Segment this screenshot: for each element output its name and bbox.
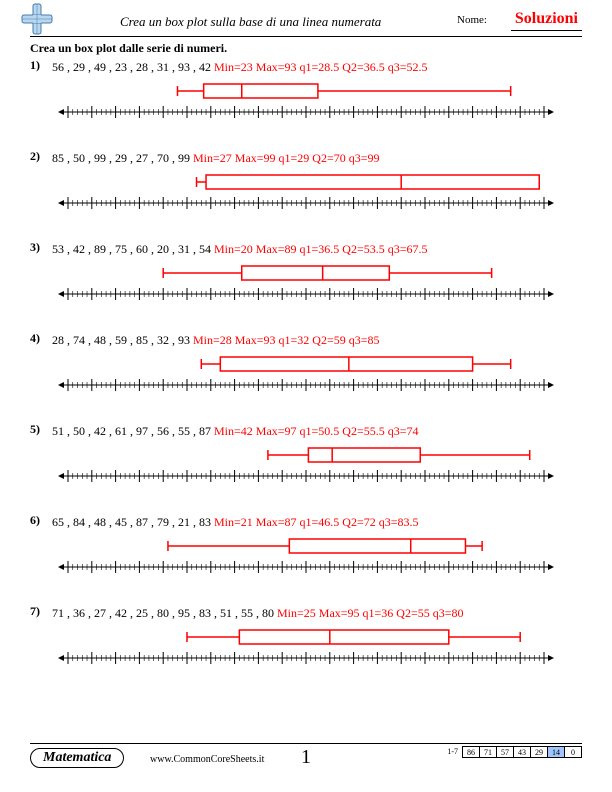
page-footer: Matematica www.CommonCoreSheets.it 1 1-7…: [30, 743, 582, 774]
page-number: 1: [301, 746, 311, 769]
score-range-label: 1-7: [447, 746, 458, 758]
plot-wrap: [56, 173, 582, 224]
name-label: Nome:: [457, 14, 487, 26]
score-table: 8671574329140: [462, 746, 582, 758]
score-cell: 0: [565, 747, 582, 758]
problem-number: 2): [30, 149, 52, 164]
worksheet-title: Crea un box plot sulla base di una linea…: [120, 14, 381, 30]
logo-icon: [20, 2, 54, 41]
problem-data: 53 , 42 , 89 , 75 , 60 , 20 , 31 , 54: [52, 242, 214, 256]
problem: 5)51 , 50 , 42 , 61 , 97 , 56 , 55 , 87 …: [30, 422, 582, 497]
problem-stats: Min=42 Max=97 q1=50.5 Q2=55.5 q3=74: [214, 424, 419, 438]
score-cell: 43: [514, 747, 531, 758]
problem-data: 85 , 50 , 99 , 29 , 27 , 70 , 99: [52, 151, 193, 165]
problem-number: 6): [30, 513, 52, 528]
plot-wrap: [56, 446, 582, 497]
problem-stats: Min=27 Max=99 q1=29 Q2=70 q3=99: [193, 151, 380, 165]
problem-stats: Min=25 Max=95 q1=36 Q2=55 q3=80: [277, 606, 464, 620]
plot-wrap: [56, 355, 582, 406]
problem: 4)28 , 74 , 48 , 59 , 85 , 32 , 93 Min=2…: [30, 331, 582, 406]
problem-data: 28 , 74 , 48 , 59 , 85 , 32 , 93: [52, 333, 193, 347]
problem-number: 5): [30, 422, 52, 437]
problem: 7)71 , 36 , 27 , 42 , 25 , 80 , 95 , 83 …: [30, 604, 582, 679]
problem-number: 4): [30, 331, 52, 346]
score-cell: 29: [531, 747, 548, 758]
plot-wrap: [56, 628, 582, 679]
score-cell: 71: [480, 747, 497, 758]
score-cell: 14: [548, 747, 565, 758]
boxplot-svg: [56, 82, 556, 128]
problem-number: 1): [30, 58, 52, 73]
boxplot-svg: [56, 173, 556, 219]
problem-data: 71 , 36 , 27 , 42 , 25 , 80 , 95 , 83 , …: [52, 606, 277, 620]
solutions-label: Soluzioni: [511, 10, 582, 31]
plot-wrap: [56, 264, 582, 315]
problem-number: 7): [30, 604, 52, 619]
boxplot-svg: [56, 537, 556, 583]
problem: 2)85 , 50 , 99 , 29 , 27 , 70 , 99 Min=2…: [30, 149, 582, 224]
problem: 3)53 , 42 , 89 , 75 , 60 , 20 , 31 , 54 …: [30, 240, 582, 315]
boxplot-svg: [56, 628, 556, 674]
problem-data: 51 , 50 , 42 , 61 , 97 , 56 , 55 , 87: [52, 424, 214, 438]
problem-stats: Min=28 Max=93 q1=32 Q2=59 q3=85: [193, 333, 380, 347]
source-url: www.CommonCoreSheets.it: [150, 754, 264, 765]
problem-stats: Min=21 Max=87 q1=46.5 Q2=72 q3=83.5: [214, 515, 419, 529]
page-header: Crea un box plot sulla base di una linea…: [30, 0, 582, 37]
problem-number: 3): [30, 240, 52, 255]
boxplot-svg: [56, 446, 556, 492]
problems-container: 1)56 , 29 , 49 , 23 , 28 , 31 , 93 , 42 …: [30, 58, 582, 679]
score-cell: 57: [497, 747, 514, 758]
score-strip: 1-7 8671574329140: [447, 746, 582, 759]
boxplot-svg: [56, 264, 556, 310]
problem-stats: Min=23 Max=93 q1=28.5 Q2=36.5 q3=52.5: [214, 60, 428, 74]
problem-data: 56 , 29 , 49 , 23 , 28 , 31 , 93 , 42: [52, 60, 214, 74]
problem: 1)56 , 29 , 49 , 23 , 28 , 31 , 93 , 42 …: [30, 58, 582, 133]
problem-data: 65 , 84 , 48 , 45 , 87 , 79 , 21 , 83: [52, 515, 214, 529]
score-cell: 86: [463, 747, 480, 758]
problem-stats: Min=20 Max=89 q1=36.5 Q2=53.5 q3=67.5: [214, 242, 428, 256]
instruction-text: Crea un box plot dalle serie di numeri.: [30, 41, 582, 56]
plot-wrap: [56, 82, 582, 133]
plot-wrap: [56, 537, 582, 588]
subject-badge: Matematica: [30, 748, 124, 768]
boxplot-svg: [56, 355, 556, 401]
problem: 6)65 , 84 , 48 , 45 , 87 , 79 , 21 , 83 …: [30, 513, 582, 588]
